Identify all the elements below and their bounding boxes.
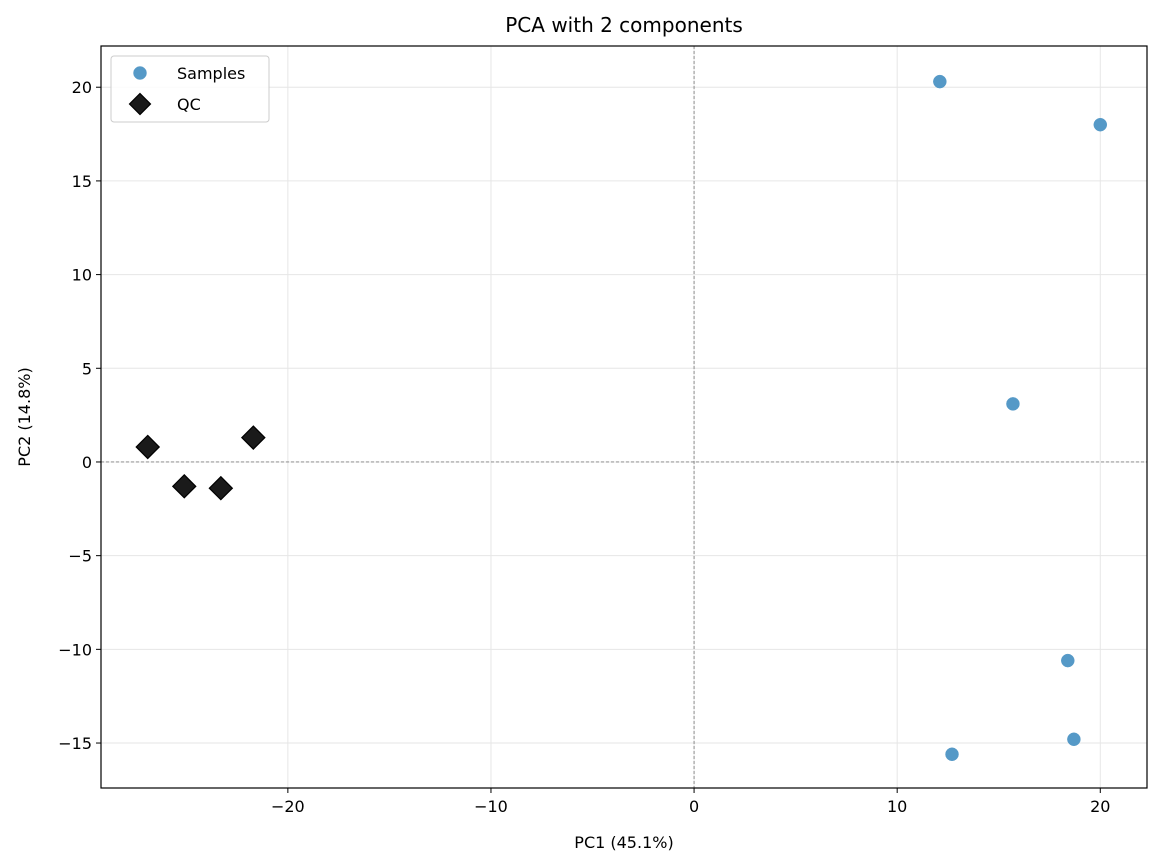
sample-point	[933, 74, 947, 89]
legend-box	[110, 55, 270, 123]
legend-marker-qc	[128, 92, 152, 116]
y-axis-ticks: −15 −10 −5 0 5 10 15 20	[58, 78, 101, 753]
qc-point	[208, 475, 234, 501]
sample-point	[945, 747, 959, 762]
y-tick-label: 15	[72, 172, 92, 191]
legend-label-samples: Samples	[177, 64, 245, 83]
y-axis-title: PC2 (14.8%)	[15, 367, 34, 466]
series-qc	[135, 425, 266, 501]
data-points	[135, 74, 1108, 762]
x-tick-label: 10	[887, 797, 907, 816]
plot-area-frame	[100, 45, 1148, 789]
y-tick-label: −10	[58, 640, 92, 659]
x-tick-label: −20	[271, 797, 305, 816]
y-tick-label: 20	[72, 78, 92, 97]
legend-label-qc: QC	[177, 95, 201, 114]
y-tick-label: −5	[68, 547, 92, 566]
zero-reference-lines	[101, 46, 1147, 788]
y-tick-label: 5	[82, 359, 92, 378]
y-tick-label: −15	[58, 734, 92, 753]
legend-marker-samples	[133, 66, 147, 80]
sample-point	[1006, 397, 1020, 411]
chart-title: PCA with 2 components	[505, 13, 743, 37]
y-tick-label: 10	[72, 266, 92, 285]
x-tick-label: −10	[474, 797, 508, 816]
sample-point	[1093, 117, 1108, 132]
sample-point	[1067, 732, 1081, 747]
x-axis-ticks: −20 −10 0 10 20	[271, 788, 1110, 816]
x-axis-title: PC1 (45.1%)	[574, 833, 673, 852]
y-tick-label: 0	[82, 453, 92, 472]
legend: Samples QC	[110, 55, 270, 123]
qc-point	[135, 434, 161, 460]
x-tick-label: 20	[1090, 797, 1110, 816]
qc-point	[240, 425, 266, 450]
series-samples	[933, 74, 1108, 762]
x-tick-label: 0	[689, 797, 699, 816]
sample-point	[1061, 653, 1075, 668]
qc-point	[171, 473, 197, 499]
